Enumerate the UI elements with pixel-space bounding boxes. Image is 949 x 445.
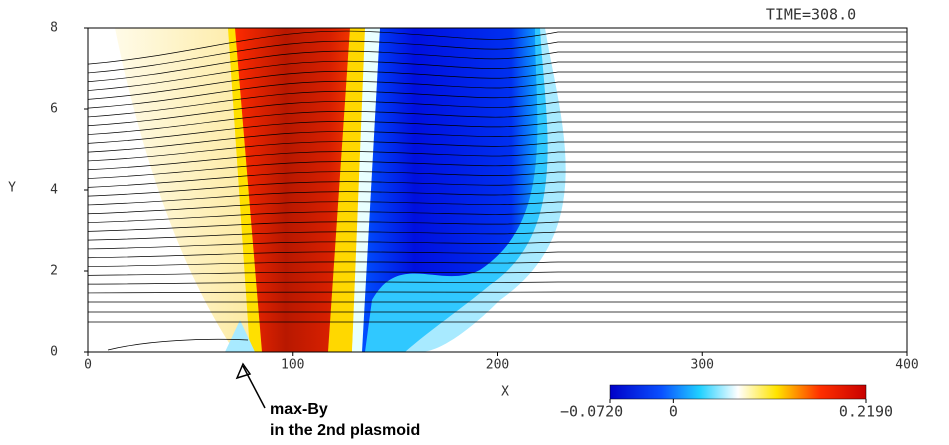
field-line <box>88 60 907 91</box>
chart-title: TIME=308.0 <box>766 6 856 24</box>
field-line <box>88 40 907 74</box>
x-tick-label: 0 <box>84 358 92 373</box>
field-line <box>88 281 907 285</box>
field-line <box>88 121 907 144</box>
field-line <box>88 70 907 100</box>
y-tick-label: 8 <box>50 21 58 36</box>
field-line <box>88 161 907 179</box>
y-tick-label: 4 <box>50 183 58 198</box>
field-lines <box>88 30 907 351</box>
colorbar <box>609 384 867 400</box>
field-line <box>88 191 907 206</box>
field-line <box>88 211 907 223</box>
x-tick-label: 100 <box>281 358 304 373</box>
field-line <box>88 141 907 162</box>
colorbar-tick-label: 0.2190 <box>839 403 893 421</box>
field-line <box>88 171 907 188</box>
field-map <box>115 28 566 352</box>
field-line <box>88 291 907 294</box>
y-tick-label: 0 <box>50 345 58 360</box>
field-line <box>88 90 907 118</box>
field-line <box>88 100 907 127</box>
field-line <box>107 338 249 351</box>
colorbar-tick-label: −0.0720 <box>560 403 623 421</box>
annotation: in the 2nd plasmoid <box>270 422 420 439</box>
field-line <box>88 80 907 109</box>
colorbar-tick-label: 0 <box>669 403 678 421</box>
x-tick-label: 200 <box>486 358 509 373</box>
field-line <box>88 271 907 276</box>
field-line <box>88 231 907 241</box>
field-line <box>88 241 907 250</box>
y-tick-label: 2 <box>50 264 58 279</box>
y-tick-label: 6 <box>50 102 58 117</box>
field-line <box>88 201 907 215</box>
field-line <box>88 151 907 171</box>
field-line <box>88 110 907 135</box>
x-tick-label: 400 <box>895 358 918 373</box>
field-line <box>88 50 907 83</box>
field-line <box>88 251 907 259</box>
x-tick-label: 300 <box>691 358 714 373</box>
field-line <box>88 221 907 232</box>
y-axis-label: Y <box>8 181 16 196</box>
annotation: max-By <box>270 401 328 418</box>
field-line <box>88 131 907 153</box>
field-line <box>88 181 907 197</box>
field-line <box>88 30 907 65</box>
annotation-arrowhead <box>235 362 252 380</box>
x-axis-label: X <box>501 385 509 400</box>
field-line <box>88 261 907 267</box>
annotation-arrow <box>242 365 266 409</box>
